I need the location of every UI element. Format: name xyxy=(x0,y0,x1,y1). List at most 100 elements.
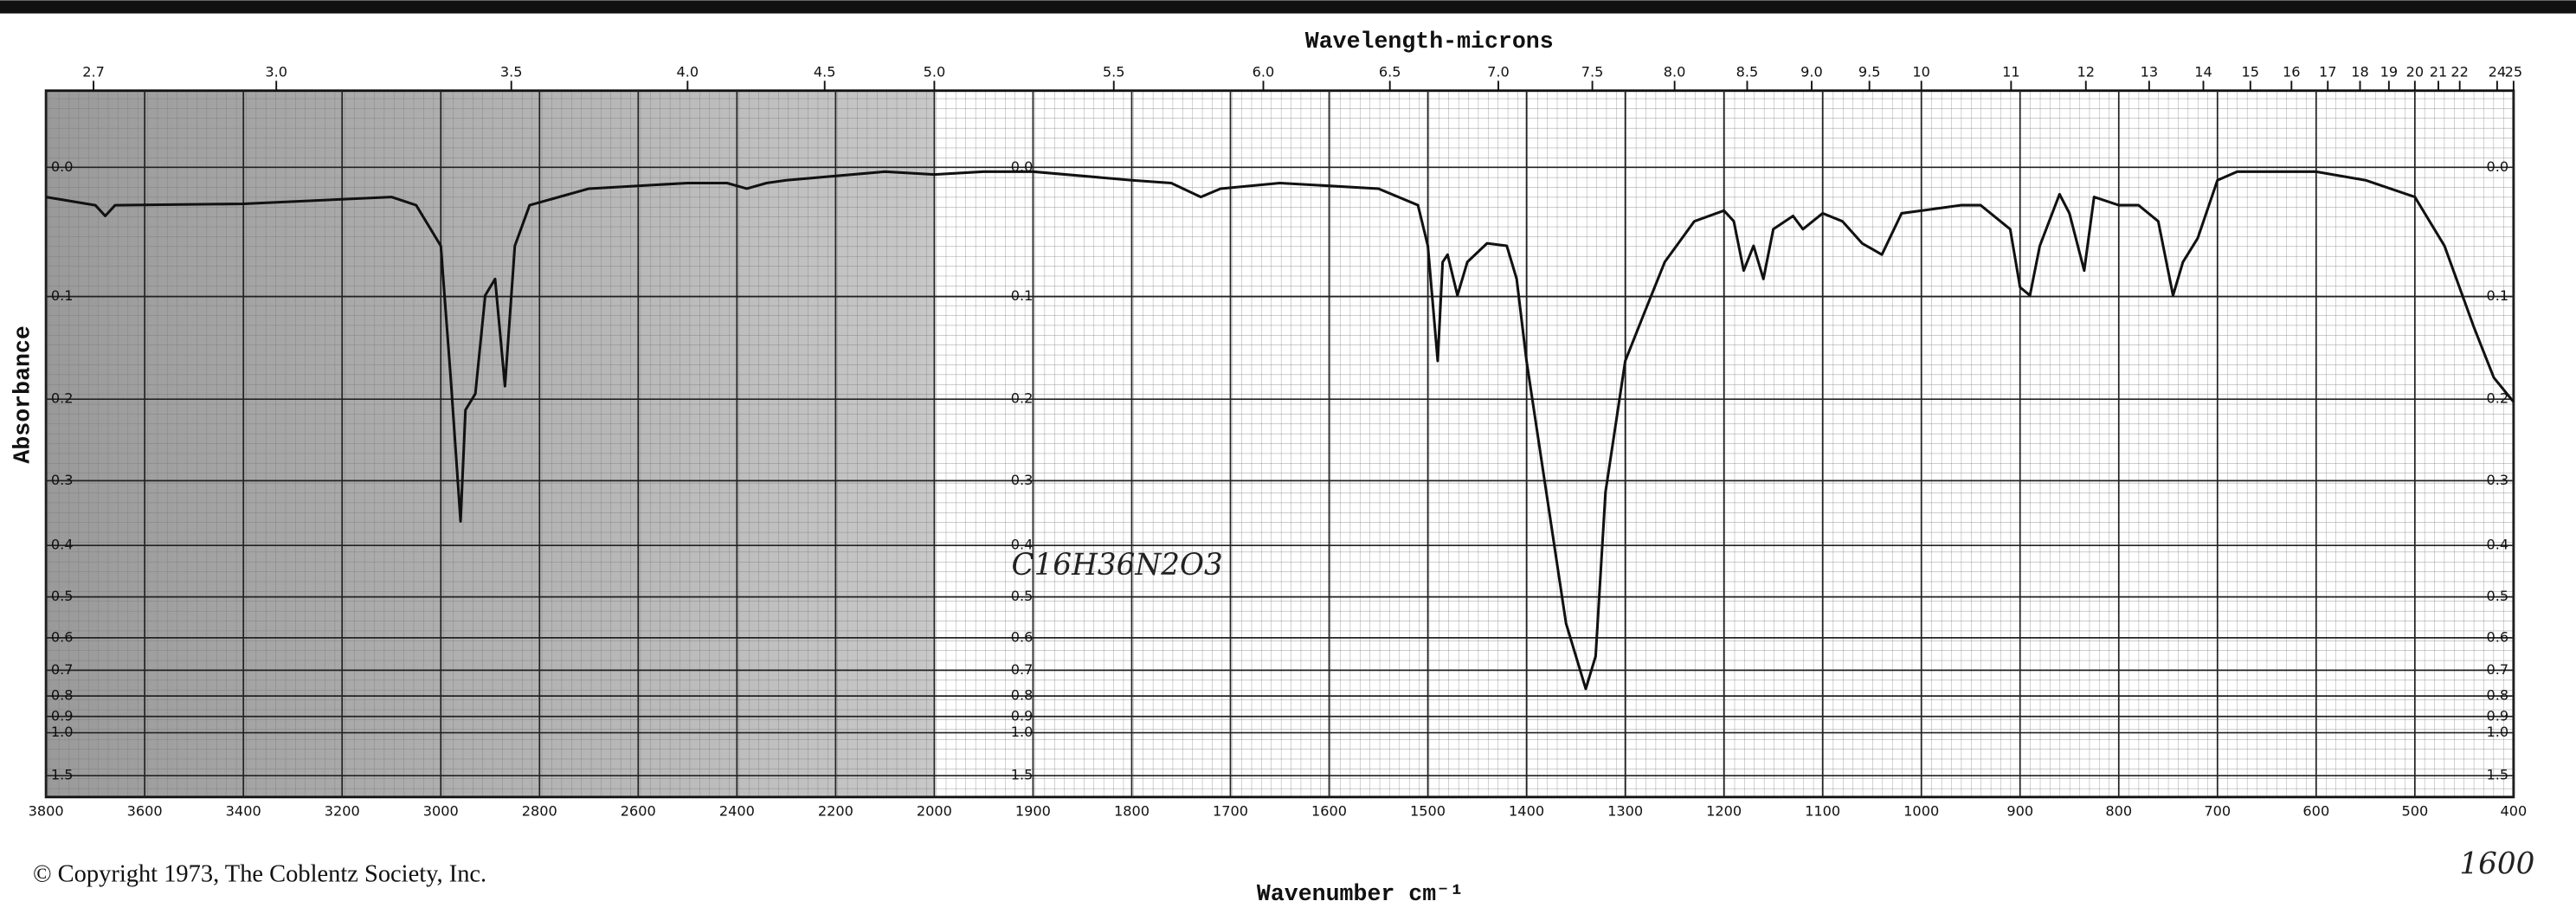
x-tick-label: 3400 xyxy=(226,802,261,819)
y-tick-label-mid: 0.9 xyxy=(1011,707,1034,724)
y-tick-label-mid: 0.5 xyxy=(1011,588,1034,604)
x2-tick-label: 8.0 xyxy=(1664,63,1686,80)
y-tick-label-right: 0.1 xyxy=(2487,287,2509,304)
x2-tick-label: 19 xyxy=(2380,63,2399,80)
y-axis-title: Absorbance xyxy=(10,325,36,463)
y-tick-label-right: 0.5 xyxy=(2487,588,2509,604)
x-tick-label: 3200 xyxy=(325,802,360,819)
y-tick-label: 0.8 xyxy=(51,687,74,704)
y-tick-label: 0.4 xyxy=(51,537,74,553)
x2-tick-label: 15 xyxy=(2242,63,2260,80)
x2-tick-label: 8.5 xyxy=(1736,63,1759,80)
x-tick-label: 1200 xyxy=(1706,802,1742,819)
y-tick-label-mid: 0.4 xyxy=(1011,537,1034,553)
y-tick-label-right: 0.6 xyxy=(2487,628,2509,645)
x-tick-label: 1000 xyxy=(1903,802,1939,819)
y-tick-label-mid: 0.1 xyxy=(1011,287,1034,304)
y-tick-label-right: 0.4 xyxy=(2487,537,2509,553)
y-tick-label-mid: 1.0 xyxy=(1011,724,1034,740)
y-tick-label: 0.0 xyxy=(51,158,74,175)
y-tick-label-right: 0.9 xyxy=(2487,707,2509,724)
x2-tick-label: 14 xyxy=(2194,63,2212,80)
y-tick-label-right: 1.5 xyxy=(2487,767,2509,783)
y-tick-label-mid: 0.2 xyxy=(1011,390,1034,407)
y-tick-label: 0.6 xyxy=(51,628,74,645)
x2-tick-label: 6.5 xyxy=(1379,63,1401,80)
x-tick-label: 1700 xyxy=(1213,802,1248,819)
x2-tick-label: 9.5 xyxy=(1858,63,1881,80)
minor-grid xyxy=(46,90,2514,797)
x-tick-label: 900 xyxy=(2006,802,2033,819)
annotation: C16H36N2O3 xyxy=(1012,548,1223,583)
y-tick-label-mid: 0.3 xyxy=(1011,472,1034,488)
x2-tick-label: 10 xyxy=(1912,63,1930,80)
x2-tick-label: 6.0 xyxy=(1253,63,1275,80)
x2-tick-label: 17 xyxy=(2319,63,2337,80)
y-tick-label-right: 0.0 xyxy=(2487,158,2509,175)
x2-tick-label: 12 xyxy=(2077,63,2095,80)
y-tick-label: 0.9 xyxy=(51,707,74,724)
y-tick-label: 0.2 xyxy=(51,390,74,407)
y-tick-label: 0.3 xyxy=(51,472,74,488)
x-tick-label: 1400 xyxy=(1509,802,1544,819)
x2-tick-label: 3.5 xyxy=(500,63,523,80)
annotation: 1600 xyxy=(2459,847,2534,882)
y-tick-label-right: 0.8 xyxy=(2487,687,2509,704)
x2-tick-label: 5.5 xyxy=(1103,63,1125,80)
y-tick-label-mid: 0.6 xyxy=(1011,628,1034,645)
x2-tick-label: 22 xyxy=(2450,63,2469,80)
x-tick-label: 2400 xyxy=(719,802,755,819)
x-tick-label: 1100 xyxy=(1805,802,1840,819)
y-tick-label-mid: 1.5 xyxy=(1011,767,1034,783)
x-tick-label: 500 xyxy=(2401,802,2428,819)
x2-tick-label: 25 xyxy=(2505,63,2523,80)
x-tick-label: 2200 xyxy=(818,802,853,819)
y-tick-label: 1.5 xyxy=(51,767,74,783)
x2-tick-label: 24 xyxy=(2489,63,2507,80)
y-tick-label: 1.0 xyxy=(51,724,74,740)
chart-title: Wavelength-microns xyxy=(1305,29,1554,55)
annotation: © Copyright 1973, The Coblentz Society, … xyxy=(33,861,486,888)
x-tick-label: 1500 xyxy=(1410,802,1446,819)
x2-tick-label: 7.5 xyxy=(1581,63,1604,80)
x2-tick-label: 13 xyxy=(2141,63,2159,80)
x2-tick-label: 3.0 xyxy=(265,63,287,80)
x2-tick-label: 20 xyxy=(2406,63,2425,80)
x-tick-label: 700 xyxy=(2204,802,2231,819)
y-tick-label: 0.7 xyxy=(51,661,74,678)
y-tick-label: 0.1 xyxy=(51,287,74,304)
x2-tick-label: 2.7 xyxy=(82,63,105,80)
x-tick-label: 1300 xyxy=(1607,802,1643,819)
y-tick-label: 0.5 xyxy=(51,588,74,604)
x-tick-label: 1800 xyxy=(1114,802,1150,819)
x2-tick-label: 21 xyxy=(2430,63,2448,80)
x2-tick-label: 18 xyxy=(2351,63,2369,80)
x2-tick-label: 7.0 xyxy=(1487,63,1510,80)
top-band xyxy=(0,0,2576,14)
x2-tick-label: 16 xyxy=(2283,63,2301,80)
y-tick-label-right: 0.7 xyxy=(2487,661,2509,678)
x-tick-label: 1900 xyxy=(1015,802,1051,819)
x2-tick-label: 11 xyxy=(2002,63,2020,80)
y-tick-label-mid: 0.7 xyxy=(1011,661,1034,678)
y-tick-label-mid: 0.8 xyxy=(1011,687,1034,704)
x-tick-label: 2800 xyxy=(522,802,557,819)
x-tick-label: 800 xyxy=(2105,802,2132,819)
y-tick-label-right: 0.3 xyxy=(2487,472,2509,488)
x-tick-label: 400 xyxy=(2500,802,2527,819)
x2-tick-label: 5.0 xyxy=(924,63,946,80)
y-tick-label-right: 0.2 xyxy=(2487,390,2509,407)
x-tick-label: 3600 xyxy=(127,802,163,819)
x-tick-label: 3000 xyxy=(423,802,459,819)
x2-tick-label: 9.0 xyxy=(1800,63,1823,80)
x2-tick-label: 4.0 xyxy=(677,63,699,80)
x-tick-label: 2000 xyxy=(917,802,952,819)
x-tick-label: 600 xyxy=(2302,802,2329,819)
spectrum-line xyxy=(45,170,2515,691)
x-tick-label: 3800 xyxy=(29,802,64,819)
x-tick-label: 2600 xyxy=(621,802,656,819)
x-tick-label: 1600 xyxy=(1311,802,1347,819)
x-axis-title: Wavenumber cm⁻¹ xyxy=(1257,881,1464,907)
y-tick-label-right: 1.0 xyxy=(2487,724,2509,740)
